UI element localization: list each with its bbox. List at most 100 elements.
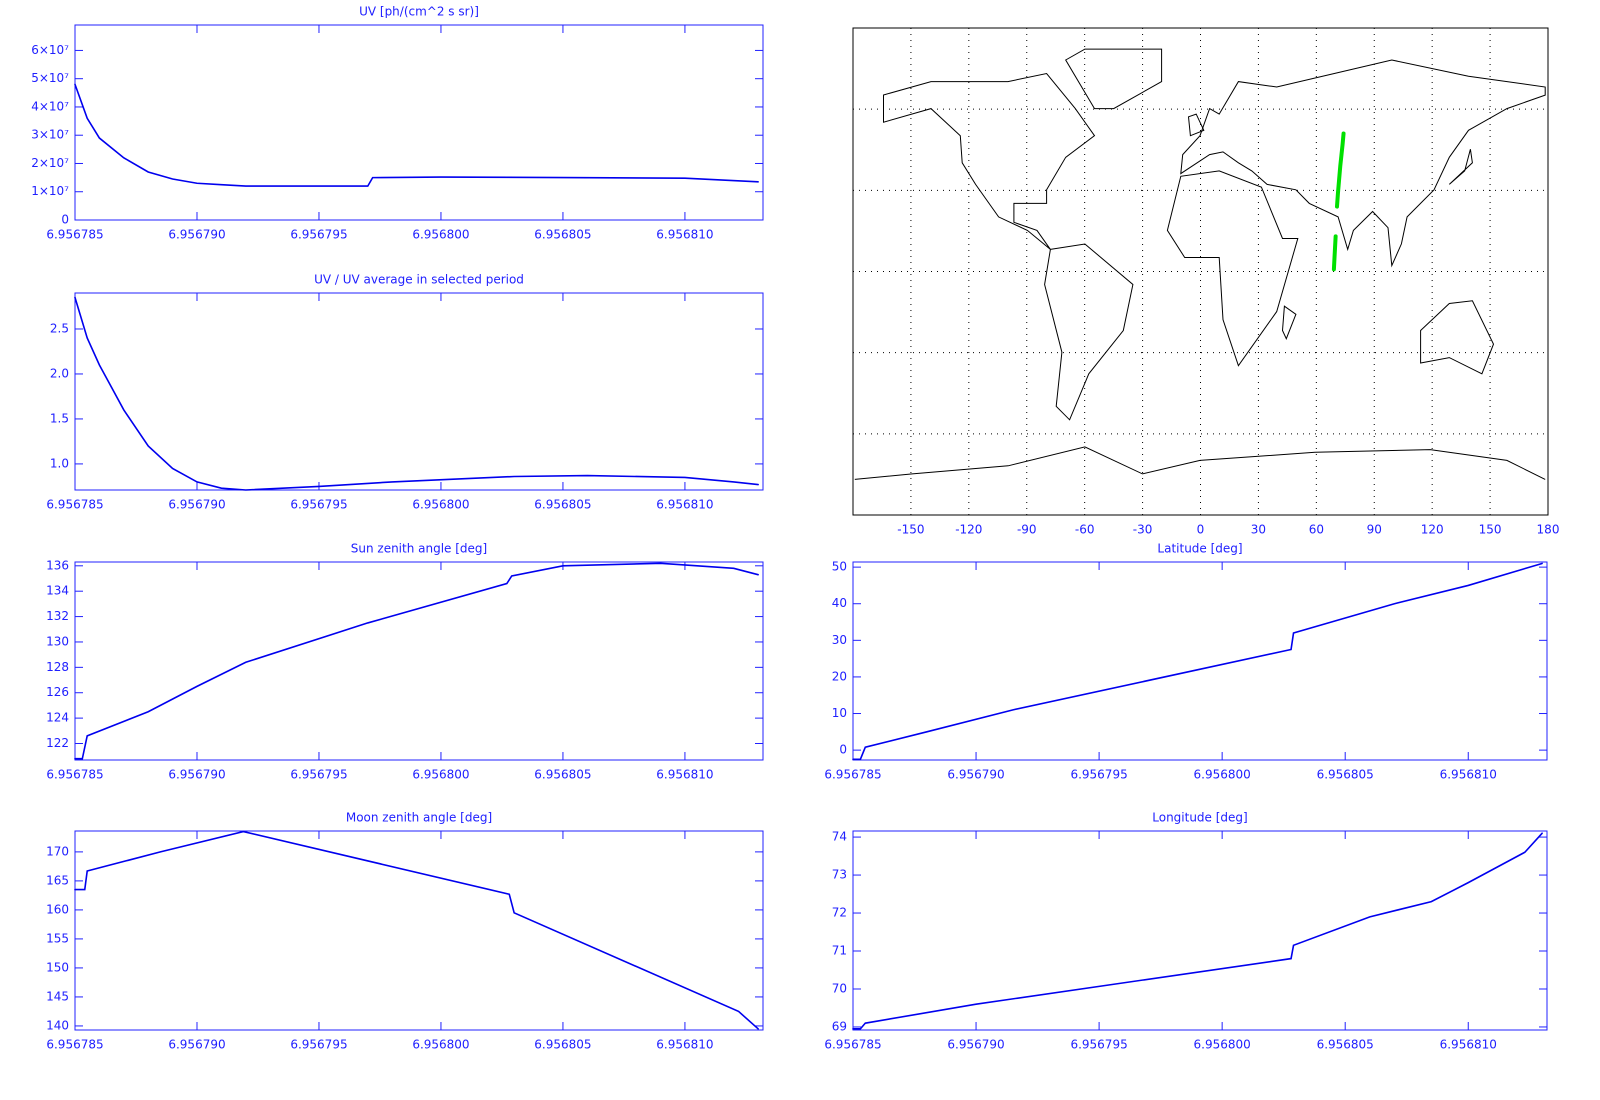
y-tick-label: 155 [46,931,69,945]
y-tick-label: 122 [46,736,69,750]
y-tick-label: 69 [832,1019,847,1033]
x-tick-label: 6.956810 [656,768,713,782]
x-tick-label: 6.956790 [168,1038,225,1052]
data-line [852,832,1543,1030]
data-line [74,296,759,491]
x-tick-label: 60 [1309,523,1324,537]
y-tick-label: 50 [832,560,847,574]
x-tick-label: -120 [955,523,982,537]
x-tick-label: 6.956800 [412,228,469,242]
x-tick-label: 6.956800 [412,768,469,782]
y-tick-label: 160 [46,902,69,916]
y-tick-label: 70 [832,981,847,995]
y-tick-label: 1.5 [50,411,69,425]
coastline [1281,305,1297,340]
chart-title: Latitude [deg] [1157,542,1242,556]
x-tick-label: 30 [1251,523,1266,537]
coastline [1187,113,1205,137]
coastline [1065,48,1163,110]
x-tick-label: 6.956795 [290,1038,347,1052]
coastline [1166,170,1299,367]
coastline [1448,149,1473,185]
y-tick-label: 126 [46,685,69,699]
x-tick-label: 6.956800 [1194,1038,1251,1052]
x-tick-label: 6.956785 [46,498,103,512]
x-tick-label: 90 [1367,523,1382,537]
y-tick-label: 2.5 [50,321,69,335]
coastline [883,72,1096,250]
y-tick-label: 150 [46,960,69,974]
x-tick-label: 6.956805 [534,1038,591,1052]
x-tick-label: 6.956785 [46,1038,103,1052]
x-tick-label: 180 [1537,523,1560,537]
x-tick-label: 6.956805 [1317,768,1374,782]
y-tick-label: 1×10⁷ [31,184,69,198]
plot-frame [74,561,764,761]
x-tick-label: 6.956810 [1440,768,1497,782]
chart-title: UV [ph/(cm^2 s sr)] [359,5,479,19]
y-tick-label: 0 [61,213,69,227]
coastline [1420,300,1495,375]
x-tick-label: 6.956795 [290,768,347,782]
x-tick-label: 6.956810 [1440,1038,1497,1052]
x-tick-label: -150 [897,523,924,537]
data-line [74,562,759,760]
y-tick-label: 165 [46,873,69,887]
y-tick-label: 3×10⁷ [31,128,69,142]
x-tick-label: 6.956790 [168,768,225,782]
data-line [74,830,759,1030]
y-tick-label: 124 [46,711,69,725]
y-tick-label: 130 [46,634,69,648]
x-tick-label: 6.956795 [290,498,347,512]
y-tick-label: 10 [832,706,847,720]
plot-frame [74,830,764,1031]
chart-title: Longitude [deg] [1152,811,1247,825]
x-tick-label: 6.956785 [46,228,103,242]
x-tick-label: 6.956795 [1070,768,1127,782]
y-tick-label: 2.0 [50,366,69,380]
x-tick-label: 6.956785 [46,768,103,782]
x-tick-label: -60 [1075,523,1095,537]
y-tick-label: 1.0 [50,456,69,470]
x-tick-label: 6.956800 [412,498,469,512]
y-tick-label: 170 [46,844,69,858]
x-tick-label: 6.956790 [947,768,1004,782]
x-tick-label: 120 [1421,523,1444,537]
x-tick-label: 6.956795 [290,228,347,242]
chart-title: Sun zenith angle [deg] [351,542,487,556]
x-tick-label: 6.956790 [947,1038,1004,1052]
y-tick-label: 71 [832,944,847,958]
x-tick-label: 6.956790 [168,228,225,242]
y-tick-label: 4×10⁷ [31,99,69,113]
x-tick-label: 6.956800 [1194,768,1251,782]
x-tick-label: 6.956785 [824,1038,881,1052]
x-tick-label: 0 [1197,523,1205,537]
x-tick-label: 6.956805 [534,768,591,782]
coastline [1180,59,1546,268]
data-line [852,562,1543,761]
plot-frame [852,27,1549,516]
x-tick-label: 150 [1479,523,1502,537]
x-tick-label: -90 [1017,523,1037,537]
data-line [74,83,759,187]
y-tick-label: 128 [46,660,69,674]
coastline [1044,243,1134,421]
y-tick-label: 6×10⁷ [31,43,69,57]
x-tick-label: 6.956810 [656,498,713,512]
y-tick-label: 145 [46,989,69,1003]
y-tick-label: 72 [832,906,847,920]
y-tick-label: 30 [832,633,847,647]
chart-title: Moon zenith angle [deg] [346,811,492,825]
x-tick-label: 6.956805 [534,228,591,242]
x-tick-label: 6.956785 [824,768,881,782]
plot-frame [852,830,1548,1031]
y-tick-label: 140 [46,1018,69,1032]
x-tick-label: -30 [1133,523,1153,537]
x-tick-label: 6.956795 [1070,1038,1127,1052]
x-tick-label: 6.956805 [534,498,591,512]
x-tick-label: 6.956805 [1317,1038,1374,1052]
x-tick-label: 6.956810 [656,1038,713,1052]
y-tick-label: 0 [839,743,847,757]
y-tick-label: 40 [832,596,847,610]
